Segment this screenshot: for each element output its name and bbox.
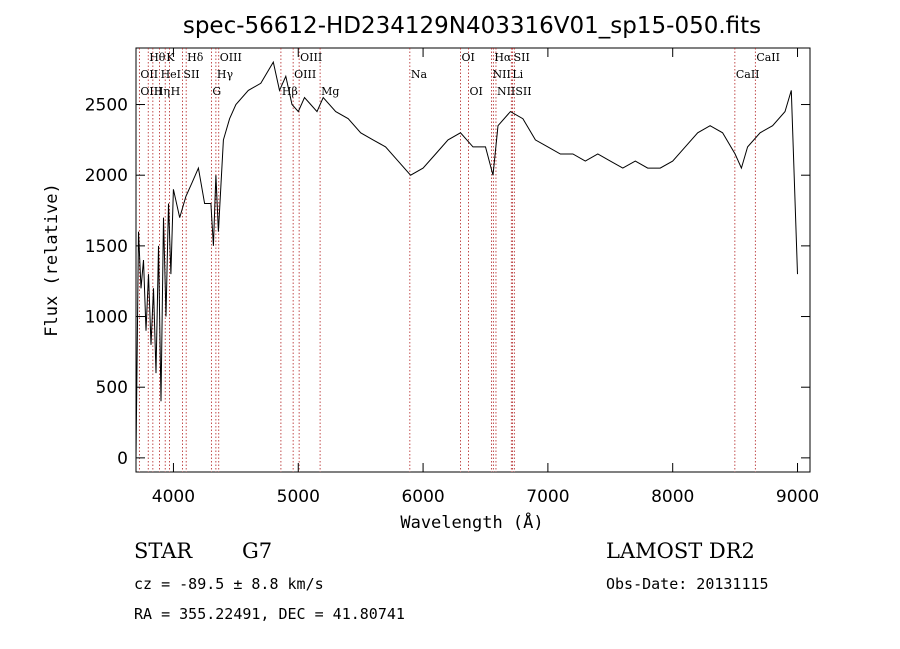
spectral-line-label: CaII	[736, 68, 760, 81]
spectral-line-label: Hγ	[217, 68, 234, 81]
plot-frame	[135, 47, 811, 473]
spectral-line-label: SII	[515, 85, 531, 98]
chart-title: spec-56612-HD234129N403316V01_sp15-050.f…	[183, 13, 761, 39]
spectral-line-label: Hα	[494, 51, 512, 64]
x-tick-label: 5000	[277, 487, 320, 507]
spectral-line-markers	[138, 48, 756, 472]
spectral-line-label: Hδ	[187, 51, 204, 64]
y-tick-label: 0	[117, 449, 128, 469]
x-axis-ticks: 4000 5000 6000 7000 8000 9000	[152, 48, 819, 507]
redshift-readout: cz = -89.5 ± 8.8 km/s	[134, 575, 324, 593]
spectral-line-label: Na	[411, 68, 428, 81]
x-tick-label: 6000	[401, 487, 444, 507]
spectral-line-label: H	[171, 85, 181, 98]
spectral-line-label: Li	[512, 68, 523, 81]
spectral-line-label: OI	[462, 51, 475, 64]
y-tick-label: 2500	[85, 96, 128, 116]
y-axis-ticks: 0 500 1000 1500 2000 2500	[85, 96, 810, 469]
spectral-line-label: G	[212, 85, 221, 98]
spectral-line-label: OIII	[300, 51, 322, 64]
spectral-line-label: OIII	[220, 51, 242, 64]
spectral-line-label: CaII	[756, 51, 780, 64]
x-tick-label: 7000	[526, 487, 569, 507]
y-tick-label: 2000	[85, 166, 128, 186]
spectrum-info: STAR G7 cz = -89.5 ± 8.8 km/s RA = 355.2…	[134, 539, 769, 623]
observation-date: Obs-Date: 20131115	[606, 575, 769, 593]
x-tick-label: 8000	[651, 487, 694, 507]
spectral-line-label: OIII	[294, 68, 316, 81]
spectral-line-label: Mg	[321, 85, 339, 98]
object-class: STAR	[134, 539, 193, 563]
spectral-line-label: NII	[492, 68, 510, 81]
x-axis-label: Wavelength (Å)	[400, 511, 543, 533]
x-tick-label: 4000	[152, 487, 195, 507]
y-tick-label: 1000	[85, 308, 128, 328]
spectral-line-label: NII	[497, 85, 515, 98]
spectral-line-label: SII	[183, 68, 199, 81]
spectral-line-label: HeI	[161, 68, 181, 81]
spectral-line-label: SII	[514, 51, 530, 64]
spectral-line-label: OI	[470, 85, 483, 98]
spectral-line-label: OII	[140, 68, 158, 81]
spectral-line-label: Hθ	[149, 51, 166, 64]
x-tick-label: 9000	[776, 487, 819, 507]
object-subclass: G7	[242, 539, 272, 563]
y-tick-label: 1500	[85, 237, 128, 257]
spectral-line-label: OIII	[140, 85, 162, 98]
coordinates-readout: RA = 355.22491, DEC = 41.80741	[134, 605, 405, 623]
y-axis-label: Flux (relative)	[42, 183, 62, 337]
spectral-line-label: Hη	[154, 85, 170, 98]
y-tick-label: 500	[96, 378, 128, 398]
spectrum-line	[135, 60, 798, 458]
spectral-line-label: K	[166, 51, 175, 64]
survey-name: LAMOST DR2	[606, 539, 755, 563]
spectral-line-label: Hβ	[282, 85, 298, 98]
